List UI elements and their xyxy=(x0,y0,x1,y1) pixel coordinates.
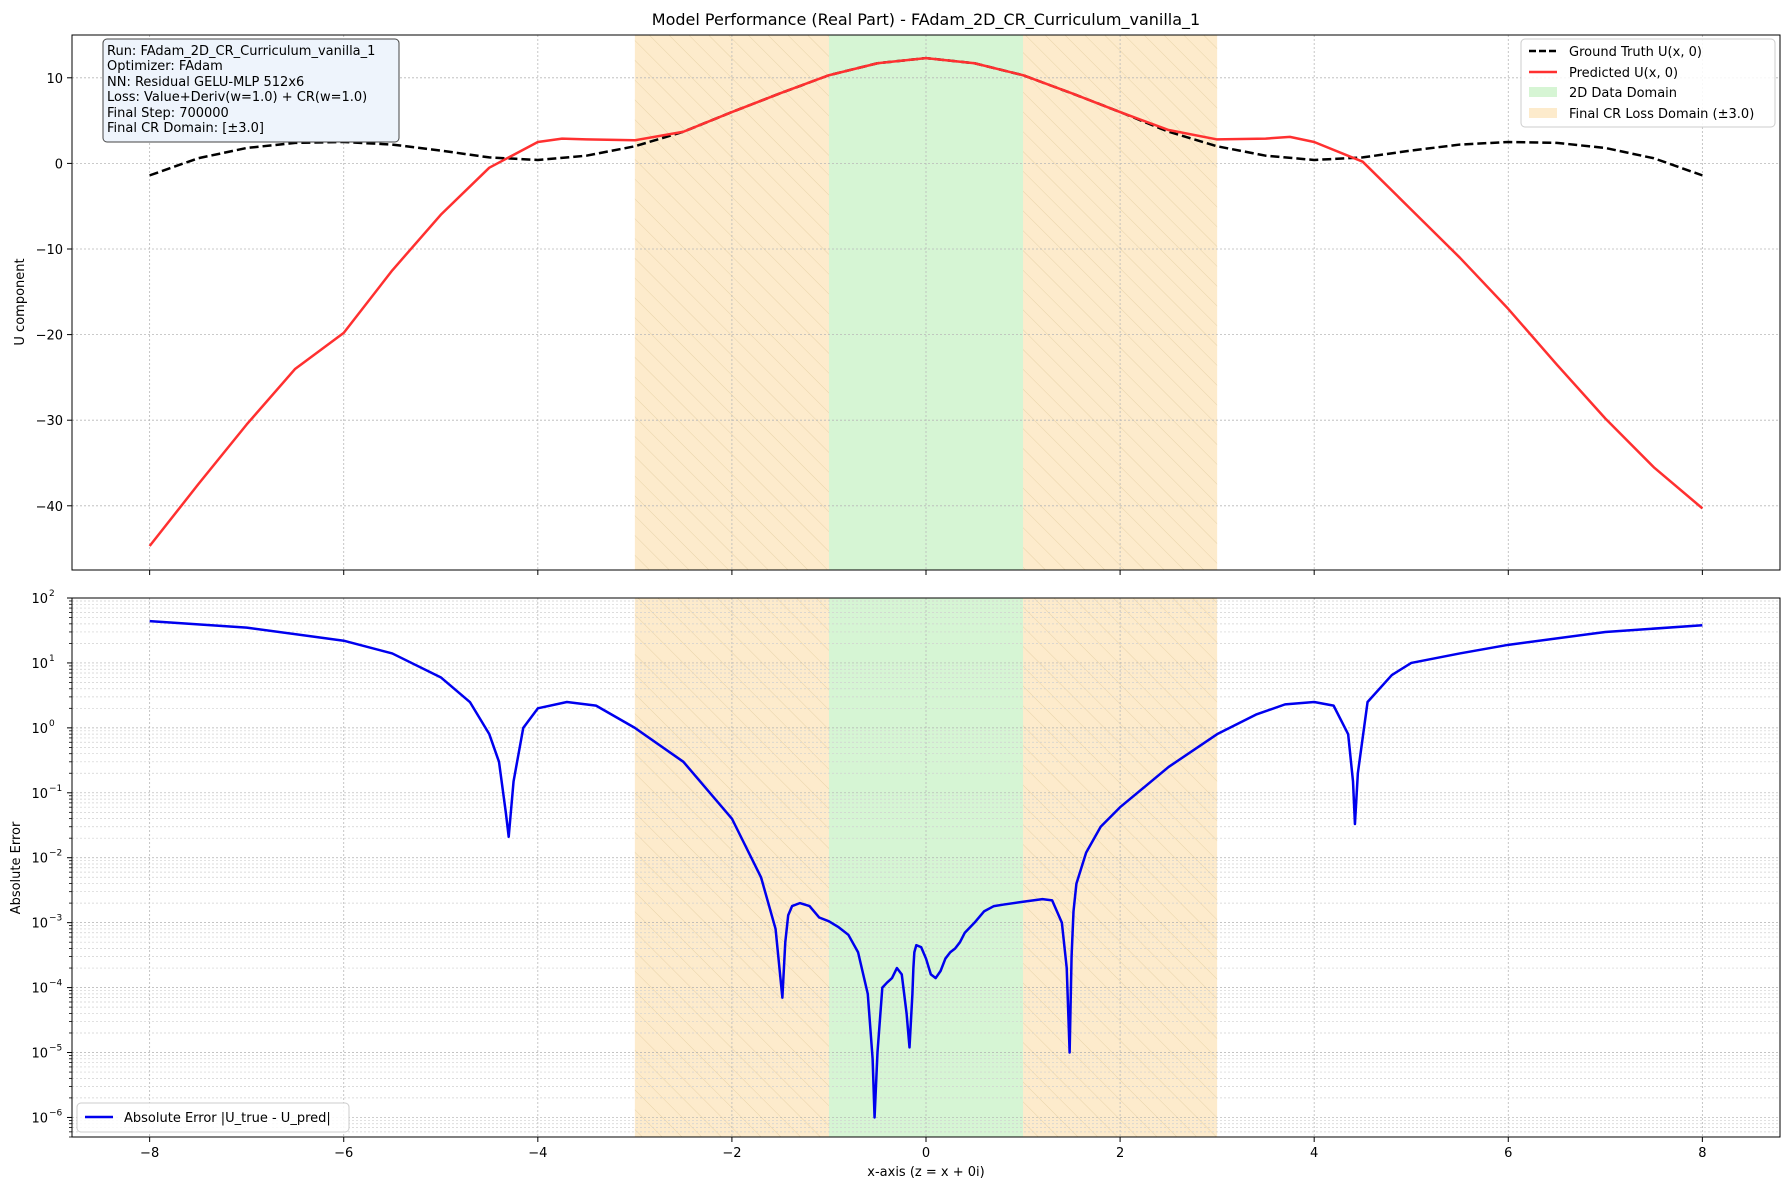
info-line-network: NN: Residual GELU-MLP 512x6 xyxy=(107,75,304,90)
bottom-grid xyxy=(72,597,1780,1138)
bottom-x-axis-label: x-axis (z = x + 0i) xyxy=(867,1165,984,1180)
bot-y-tick-exponent: 0 xyxy=(49,719,55,729)
info-line-run: Run: FAdam_2D_CR_Curriculum_vanilla_1 xyxy=(107,44,375,59)
bot-y-tick-exponent: 1 xyxy=(49,654,55,664)
bot-y-tick-exponent: 2 xyxy=(49,589,55,599)
bot-x-tick-label: −8 xyxy=(140,1146,159,1161)
bot-x-tick-label: 4 xyxy=(1310,1146,1318,1161)
bottom-y-axis-label: Absolute Error xyxy=(9,821,24,914)
info-line-optimizer: Optimizer: FAdam xyxy=(107,59,223,74)
bot-y-tick-label: 10 xyxy=(31,657,48,672)
bottom-legend-frame xyxy=(76,1102,350,1133)
bot-x-tick-label: −2 xyxy=(722,1146,741,1161)
bot-y-tick-label: 10 xyxy=(31,852,48,867)
info-line-loss: Loss: Value+Deriv(w=1.0) + CR(w=1.0) xyxy=(107,90,367,105)
bot-y-tick-label: 10 xyxy=(31,722,48,737)
info-line-final-step: Final Step: 700000 xyxy=(107,106,229,121)
bot-x-tick-label: −4 xyxy=(528,1146,547,1161)
bot-series-absolute-error-u-true-u-pred xyxy=(149,619,1703,1119)
top-y-tick-label: −40 xyxy=(36,500,63,515)
info-box: Run: FAdam_2D_CR_Curriculum_vanilla_1 Op… xyxy=(102,38,400,143)
bottom-x-ticks: −8 −6 −4 −2 0 2 4 6 8 xyxy=(140,1137,1707,1161)
bot-y-tick-exponent: −3 xyxy=(49,914,62,924)
bot-y-tick-exponent: −5 xyxy=(49,1044,62,1054)
top-chart-title: Model Performance (Real Part) - FAdam_2D… xyxy=(652,10,1200,30)
info-line-cr-domain: Final CR Domain: [±3.0] xyxy=(107,121,264,136)
top-y-ticks: 10 0 −10 −20 −30 −40 xyxy=(36,72,72,515)
bottom-series xyxy=(149,619,1703,1119)
top-y-tick-label: −20 xyxy=(36,329,63,344)
bot-x-tick-label: 8 xyxy=(1698,1146,1706,1161)
bottom-panel: −8 −6 −4 −2 0 2 4 6 8 10 210 110 010 −110 −210 −310 −41… xyxy=(9,589,1781,1180)
top-y-tick-label: 0 xyxy=(55,157,63,172)
legend-label-cr-domain: Final CR Loss Domain (±3.0) xyxy=(1569,107,1754,122)
bot-y-tick-label: 10 xyxy=(31,1047,48,1062)
bot-x-tick-label: 2 xyxy=(1116,1146,1124,1161)
top-y-tick-label: −10 xyxy=(36,243,63,258)
bottom-legend: Absolute Error |U_true - U_pred| xyxy=(76,1102,350,1133)
top-y-tick-label: −30 xyxy=(36,414,63,429)
top-panel: 10 0 −10 −20 −30 −40 Model Performance (Real … xyxy=(13,10,1781,575)
top-series xyxy=(148,56,1704,547)
bot-x-tick-label: 6 xyxy=(1504,1146,1512,1161)
info-box-frame xyxy=(102,38,400,143)
legend-swatch-cr-domain xyxy=(1529,108,1557,118)
bot-y-tick-label: 10 xyxy=(31,592,48,607)
legend-label-predicted: Predicted U(x, 0) xyxy=(1569,66,1678,81)
bot-y-tick-label: 10 xyxy=(31,982,48,997)
bot-y-tick-label: 10 xyxy=(31,917,48,932)
legend-label-data-domain: 2D Data Domain xyxy=(1569,86,1677,101)
legend-label-ground-truth: Ground Truth U(x, 0) xyxy=(1569,45,1702,60)
top-series-predicted-u-x-0 xyxy=(148,56,1704,547)
top-y-axis-label: U component xyxy=(13,258,28,345)
legend-swatch-data-domain xyxy=(1529,87,1557,97)
bot-y-tick-exponent: −1 xyxy=(49,784,62,794)
top-grid xyxy=(72,35,1780,570)
top-legend: Ground Truth U(x, 0) Predicted U(x, 0) 2… xyxy=(1520,38,1776,128)
top-x-ticks xyxy=(149,570,1703,575)
bot-x-tick-label: 0 xyxy=(922,1146,930,1161)
bot-y-tick-exponent: −4 xyxy=(49,979,63,989)
top-y-tick-label: 10 xyxy=(46,72,63,87)
bot-y-tick-label: 10 xyxy=(31,787,48,802)
bot-x-tick-label: −6 xyxy=(334,1146,353,1161)
legend-label-abs-error: Absolute Error |U_true - U_pred| xyxy=(124,1111,331,1126)
top-legend-frame xyxy=(1520,38,1776,128)
bot-y-tick-exponent: −2 xyxy=(49,849,62,859)
bot-y-tick-exponent: −6 xyxy=(49,1108,63,1118)
bot-y-tick-label: 10 xyxy=(31,1111,48,1126)
